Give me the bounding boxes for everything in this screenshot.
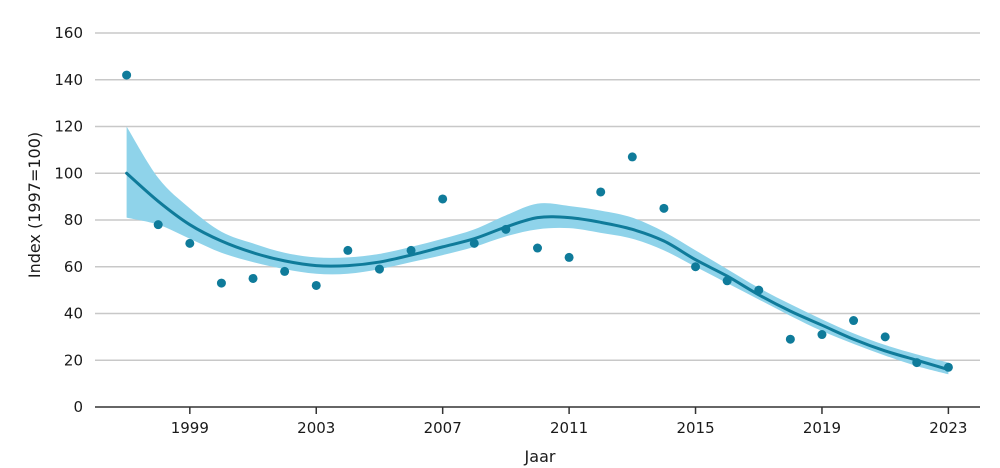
data-point-2000 — [216, 278, 226, 288]
data-point-2011 — [564, 252, 574, 262]
x-axis-label: Jaar — [524, 447, 556, 466]
x-tick-label-2011: 2011 — [550, 419, 588, 437]
data-point-2014 — [659, 203, 669, 213]
data-point-2010 — [533, 243, 542, 253]
y-tick-label-0: 0 — [73, 398, 83, 416]
data-point-2008 — [469, 238, 479, 248]
y-axis-label: Index (1997=100) — [25, 132, 44, 278]
y-tick-label-60: 60 — [64, 258, 83, 276]
data-point-2022 — [912, 358, 922, 368]
x-tick-label-2015: 2015 — [676, 419, 714, 437]
data-points — [122, 70, 953, 372]
grid — [95, 32, 980, 361]
data-point-1998 — [153, 220, 163, 230]
x-tick-label-2019: 2019 — [803, 419, 841, 437]
data-point-2018 — [785, 334, 795, 344]
trend-line — [125, 171, 950, 372]
data-point-2016 — [722, 276, 732, 286]
data-point-2003 — [311, 280, 321, 290]
y-tick-label-140: 140 — [54, 71, 83, 89]
data-point-2021 — [880, 332, 890, 342]
data-point-1997 — [122, 70, 132, 80]
data-point-2019 — [817, 330, 827, 340]
y-tick-label-40: 40 — [64, 305, 83, 323]
x-tick-label-2007: 2007 — [424, 419, 462, 437]
y-tick-label-100: 100 — [54, 164, 83, 182]
y-tick-label-160: 160 — [54, 24, 83, 42]
tick-labels: 0 20 40 60 80 100 120 140 160 1999 2003 2007 2011 201… — [54, 24, 967, 437]
data-point-2012 — [596, 187, 606, 197]
data-point-2002 — [280, 266, 290, 276]
x-tick-label-1999: 1999 — [171, 419, 209, 437]
y-tick-label-80: 80 — [64, 211, 83, 229]
data-point-2023 — [943, 362, 953, 372]
y-tick-label-20: 20 — [64, 351, 83, 369]
axes — [95, 406, 980, 414]
trend-line-path — [125, 171, 950, 372]
data-point-2020 — [849, 316, 859, 326]
data-point-2004 — [343, 245, 353, 255]
x-tick-label-2023: 2023 — [929, 419, 967, 437]
data-point-2005 — [374, 264, 384, 274]
data-point-2009 — [501, 224, 511, 234]
x-tick-label-2003: 2003 — [297, 419, 335, 437]
data-point-2007 — [438, 194, 448, 204]
data-point-2017 — [754, 285, 764, 295]
data-point-2015 — [691, 262, 701, 272]
data-point-2006 — [406, 245, 416, 255]
data-point-2013 — [627, 152, 637, 162]
data-point-1999 — [185, 238, 195, 248]
y-tick-label-120: 120 — [54, 118, 83, 136]
data-point-2001 — [248, 273, 258, 283]
